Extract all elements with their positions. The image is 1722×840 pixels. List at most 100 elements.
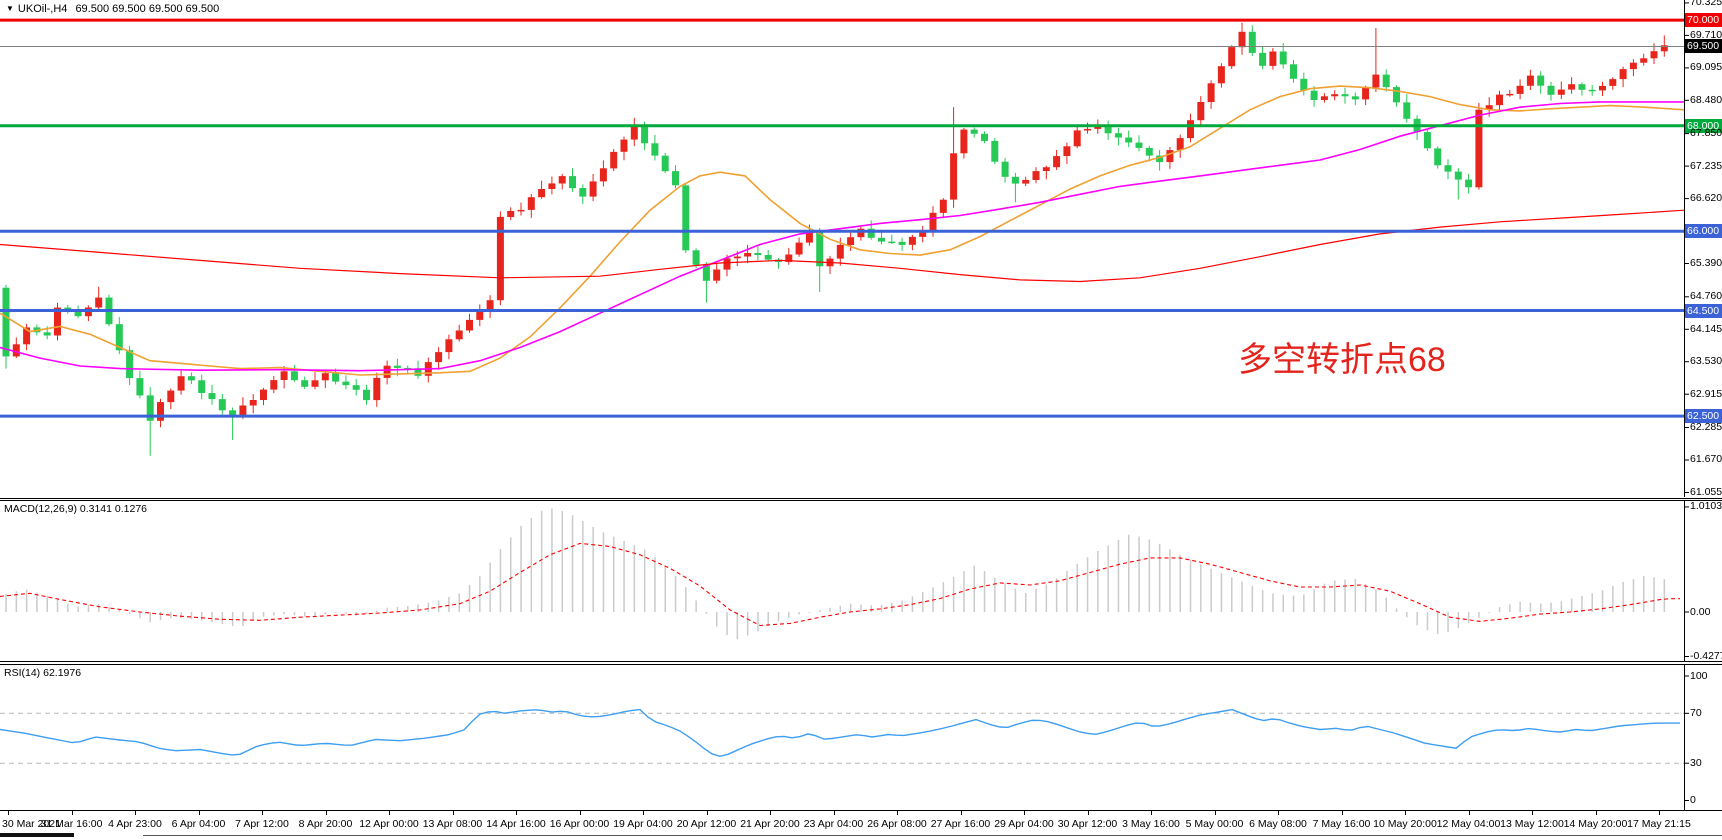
price-tick-label: 63.530: [1690, 355, 1722, 368]
time-tick: [389, 811, 390, 815]
price-level-badge: 66.000: [1685, 224, 1722, 239]
time-tick: [706, 811, 708, 815]
time-tick: [770, 811, 771, 815]
price-level-badge: 68.000: [1685, 118, 1722, 133]
time-tick: [1024, 811, 1025, 815]
scrollbar-thumb[interactable]: [0, 833, 74, 837]
time-tick: [262, 811, 263, 815]
time-tick: [8, 811, 9, 815]
rsi-indicator-value: 62.1976: [43, 667, 82, 679]
time-axis-label: 30 Mar 2021: [2, 818, 61, 830]
macd-indicator-name: MACD(12,26,9): [4, 503, 77, 515]
price-tick-label: 69.095: [1690, 61, 1722, 74]
time-tick: [325, 811, 327, 815]
macd-pane: MACD(12,26,9) 0.3141 0.1276: [0, 500, 1722, 662]
chart-header: ▼ UKOil-,H4 69.500 69.500 69.500 69.500: [6, 3, 219, 15]
macd-signal-line: [0, 542, 1680, 627]
rsi-pane: RSI(14) 62.1976: [0, 664, 1722, 811]
scrollbar-track-line: [143, 835, 1722, 836]
macd-chart-svg[interactable]: [0, 501, 1722, 661]
time-axis-label: 23 Apr 04:00: [803, 818, 864, 830]
price-tick-label: 61.055: [1690, 485, 1722, 498]
price-level-badge: 62.500: [1685, 409, 1722, 424]
time-tick: [1278, 811, 1279, 815]
time-tick: [198, 811, 200, 815]
candles-layer: [2, 22, 1668, 456]
time-tick: [135, 811, 136, 815]
time-axis-label: 4 Apr 23:00: [108, 818, 162, 830]
time-tick: [1151, 811, 1152, 815]
time-tick: [1532, 811, 1533, 815]
price-tick-label: 62.285: [1690, 420, 1722, 433]
chart-annotation-text: 多空转折点68: [1238, 341, 1446, 379]
time-axis-label: 31 Mar 16:00: [40, 818, 103, 830]
current-price-badge: 69.500: [1685, 39, 1722, 54]
time-axis: 30 Mar 2021 31 Mar 16:00 4 Apr 23:00 6 Apr …: [0, 811, 1722, 833]
macd-indicator-values: 0.3141 0.1276: [79, 503, 148, 515]
time-axis-label: 20 Apr 12:00: [676, 818, 737, 830]
macd-label: MACD(12,26,9) 0.3141 0.1276: [4, 503, 147, 515]
time-tick: [579, 811, 581, 815]
time-axis-label: 30 Apr 12:00: [1057, 818, 1118, 830]
time-axis-label: 6 May 08:00: [1249, 818, 1307, 830]
price-tick-label: 67.850: [1690, 127, 1722, 140]
rsi-indicator-name: RSI(14): [4, 667, 41, 679]
macd-tick-label: 0.00: [1690, 605, 1711, 618]
time-axis-label: 7 May 16:00: [1312, 818, 1371, 830]
time-axis-label: 12 Apr 00:00: [359, 818, 419, 830]
symbol-timeframe-label: UKOil-,H4: [17, 3, 68, 15]
time-tick: [960, 811, 962, 815]
price-tick-label: 61.670: [1690, 453, 1722, 466]
price-level-badge: 64.500: [1685, 303, 1722, 318]
rsi-tick-label: 70: [1690, 706, 1702, 719]
horizontal-scrollbar[interactable]: [0, 833, 1722, 840]
time-tick: [1659, 811, 1660, 815]
rsi-label: RSI(14) 62.1976: [4, 667, 81, 679]
symbol-dropdown-icon[interactable]: ▼: [6, 4, 14, 13]
time-axis-label: 27 Apr 16:00: [930, 818, 991, 830]
time-axis-label: 21 Apr 20:00: [740, 818, 800, 830]
time-axis-label: 26 Apr 08:00: [867, 818, 927, 830]
price-tick-label: 65.390: [1690, 257, 1722, 270]
rsi-chart-svg[interactable]: [0, 665, 1722, 810]
time-axis-label: 12 May 04:00: [1436, 818, 1501, 830]
ma-slow-red: [0, 209, 1685, 283]
time-tick: [1087, 811, 1089, 815]
time-axis-label: 13 Apr 08:00: [422, 818, 483, 830]
time-axis-label: 8 Apr 20:00: [298, 818, 353, 830]
macd-tick-label: 1.0103: [1690, 500, 1722, 513]
main-chart-svg[interactable]: [0, 0, 1722, 497]
rsi-tick-label: 0: [1690, 794, 1696, 806]
price-tick-label: 68.480: [1690, 93, 1722, 106]
price-tick-label: 67.235: [1690, 159, 1722, 172]
time-axis-label: 10 May 20:00: [1373, 818, 1437, 830]
time-axis-label: 3 May 16:00: [1122, 818, 1180, 830]
time-axis-label: 17 May 21:15: [1627, 818, 1691, 830]
time-tick: [833, 811, 835, 815]
horizontal-levels-layer: [0, 18, 1684, 418]
time-tick: [1468, 811, 1470, 815]
time-tick: [1595, 811, 1597, 815]
time-axis-label: 5 May 00:00: [1185, 818, 1244, 830]
main-price-pane: ▼ UKOil-,H4 69.500 69.500 69.500 69.500 多空…: [0, 0, 1722, 499]
price-tick-label: 62.915: [1690, 387, 1722, 400]
macd-tick-label: -0.4277: [1690, 649, 1722, 662]
time-tick: [1405, 811, 1406, 815]
time-tick: [1214, 811, 1216, 815]
price-tick-label: 66.620: [1690, 192, 1722, 205]
rsi-tick-label: 100: [1690, 669, 1708, 682]
time-tick: [897, 811, 898, 815]
time-axis-label: 19 Apr 04:00: [613, 818, 673, 830]
moving-averages-layer: [0, 85, 1685, 376]
time-tick: [516, 811, 517, 815]
time-tick: [71, 811, 73, 815]
price-tick-label: 70.325: [1690, 0, 1722, 9]
time-tick: [643, 811, 644, 815]
time-axis-label: 14 May 20:00: [1563, 818, 1628, 830]
time-axis-label: 16 Apr 00:00: [549, 818, 610, 830]
rsi-tick-label: 30: [1690, 756, 1702, 769]
ohlc-values: 69.500 69.500 69.500 69.500: [75, 3, 220, 15]
time-axis-label: 29 Apr 04:00: [994, 818, 1054, 830]
price-tick-label: 64.760: [1690, 290, 1722, 303]
